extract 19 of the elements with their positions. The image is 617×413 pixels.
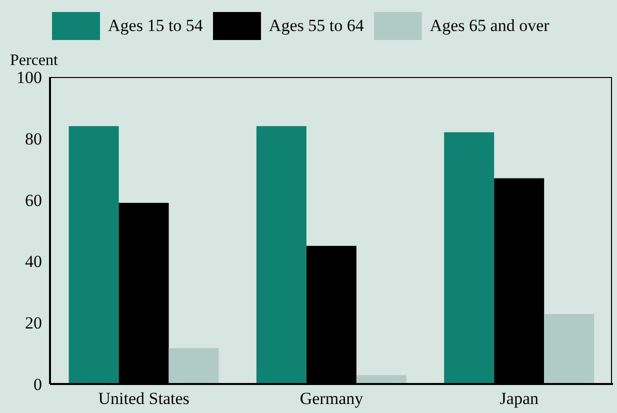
y-tick-label: 100 bbox=[16, 68, 42, 88]
y-tick-label: 80 bbox=[25, 129, 42, 148]
x-tick-label: Germany bbox=[300, 389, 364, 408]
legend-label: Ages 65 and over bbox=[430, 16, 550, 36]
bar bbox=[356, 375, 406, 384]
x-tick-label: United States bbox=[98, 389, 190, 408]
y-tick-label: 20 bbox=[25, 314, 42, 333]
legend-label: Ages 15 to 54 bbox=[108, 16, 203, 36]
x-tick-label: Japan bbox=[500, 389, 540, 408]
legend-label: Ages 55 to 64 bbox=[268, 16, 364, 36]
bar bbox=[68, 126, 119, 384]
y-axis-title: Percent bbox=[10, 52, 58, 70]
bar bbox=[256, 126, 306, 384]
bar bbox=[444, 132, 494, 384]
y-tick-label: 40 bbox=[25, 252, 42, 272]
y-tick-label: 60 bbox=[25, 190, 42, 210]
y-tick-label: 0 bbox=[34, 375, 42, 394]
bar bbox=[544, 314, 594, 384]
bar bbox=[168, 348, 219, 384]
